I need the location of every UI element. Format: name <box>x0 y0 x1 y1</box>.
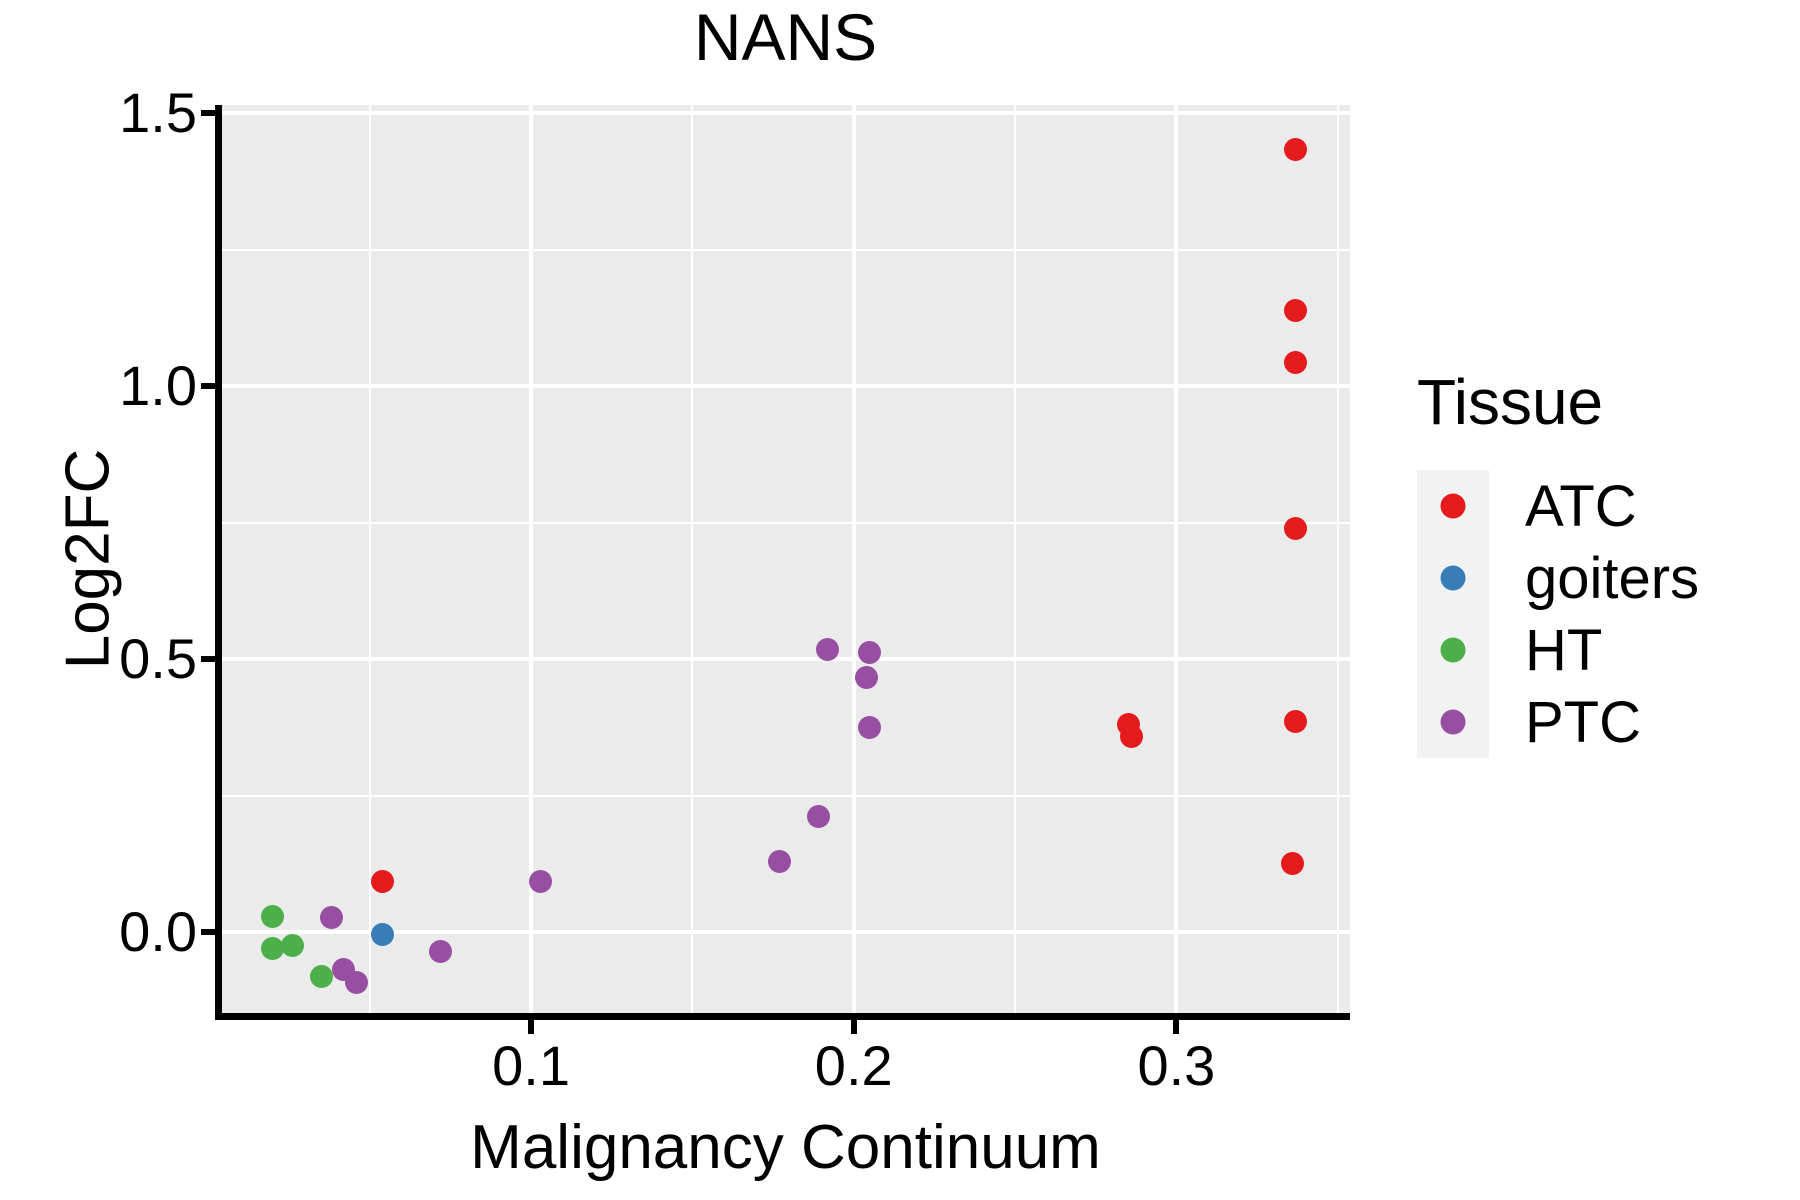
data-point-PTC <box>319 906 343 930</box>
x-tick-mark <box>1173 1020 1180 1034</box>
y-major-gridline <box>221 384 1350 389</box>
y-major-gridline <box>221 111 1350 116</box>
data-point-HT <box>280 933 304 957</box>
data-point-PTC <box>429 939 453 963</box>
x-minor-gridline <box>691 105 694 1013</box>
data-point-HT <box>309 965 333 989</box>
data-point-HT <box>261 904 285 928</box>
x-minor-gridline <box>368 105 371 1013</box>
x-tick-label: 0.3 <box>1137 1034 1216 1097</box>
legend-item-label: goiters <box>1525 545 1700 611</box>
PTC-legend-dot-icon <box>1440 709 1466 735</box>
y-minor-gridline <box>221 248 1350 251</box>
y-minor-gridline <box>221 794 1350 797</box>
x-tick-mark <box>850 1020 857 1034</box>
legend-item-label: ATC <box>1525 473 1637 539</box>
x-major-gridline <box>1174 105 1179 1013</box>
data-point-PTC <box>529 870 553 894</box>
legend-item-label: PTC <box>1525 689 1641 755</box>
data-point-ATC <box>1284 350 1308 374</box>
legend-items: ATC goiters HT PTC <box>1417 470 1699 758</box>
data-point-ATC <box>1284 516 1308 540</box>
data-point-ATC <box>371 870 395 894</box>
y-tick-label: 1.0 <box>119 354 197 418</box>
y-tick-mark <box>201 656 215 663</box>
data-point-ATC <box>1284 298 1308 322</box>
x-major-gridline <box>851 105 856 1013</box>
y-axis-title: Log2FC <box>53 448 123 670</box>
data-point-PTC <box>858 640 882 664</box>
data-point-goiters <box>371 922 395 946</box>
legend-key-ATC <box>1417 470 1489 542</box>
y-minor-gridline <box>221 521 1350 524</box>
y-tick-mark <box>201 110 215 117</box>
legend-item-ATC: ATC <box>1417 470 1699 542</box>
data-point-PTC <box>806 805 830 829</box>
data-point-PTC <box>816 637 840 661</box>
data-point-ATC <box>1281 852 1305 876</box>
y-tick-label: 0.0 <box>119 900 197 964</box>
goiters-legend-dot-icon <box>1440 565 1466 591</box>
data-point-PTC <box>768 849 792 873</box>
HT-legend-dot-icon <box>1440 637 1466 663</box>
x-minor-gridline <box>1014 105 1017 1013</box>
x-tick-label: 0.1 <box>492 1034 570 1097</box>
data-point-ATC <box>1119 725 1143 749</box>
legend: Tissue ATC goiters HT PTC <box>1417 370 1699 758</box>
x-axis-line <box>215 1013 1350 1020</box>
plot-panel <box>221 105 1350 1013</box>
y-major-gridline <box>221 657 1350 662</box>
data-point-ATC <box>1284 137 1308 161</box>
legend-item-label: HT <box>1525 617 1603 683</box>
x-axis-title: Malignancy Continuum <box>470 1113 1101 1182</box>
x-tick-label: 0.2 <box>814 1034 893 1097</box>
legend-item-HT: HT <box>1417 614 1699 686</box>
data-point-PTC <box>345 970 369 994</box>
y-tick-label: 1.5 <box>119 81 197 145</box>
x-tick-mark <box>528 1020 535 1034</box>
legend-title: Tissue <box>1417 366 1604 438</box>
y-tick-mark <box>201 929 215 936</box>
data-point-ATC <box>1284 710 1308 734</box>
legend-item-PTC: PTC <box>1417 686 1699 758</box>
y-tick-label: 0.5 <box>119 627 197 691</box>
x-minor-gridline <box>1336 105 1339 1013</box>
legend-key-PTC <box>1417 686 1489 758</box>
legend-key-HT <box>1417 614 1489 686</box>
legend-key-goiters <box>1417 542 1489 614</box>
chart-title: NANS <box>693 0 878 74</box>
y-axis-line <box>215 105 222 1020</box>
data-point-PTC <box>855 665 879 689</box>
data-point-PTC <box>858 715 882 739</box>
legend-item-goiters: goiters <box>1417 542 1699 614</box>
y-major-gridline <box>221 930 1350 935</box>
x-major-gridline <box>529 105 534 1013</box>
ATC-legend-dot-icon <box>1440 493 1466 519</box>
data-point-HT <box>261 936 285 960</box>
y-tick-mark <box>201 383 215 390</box>
